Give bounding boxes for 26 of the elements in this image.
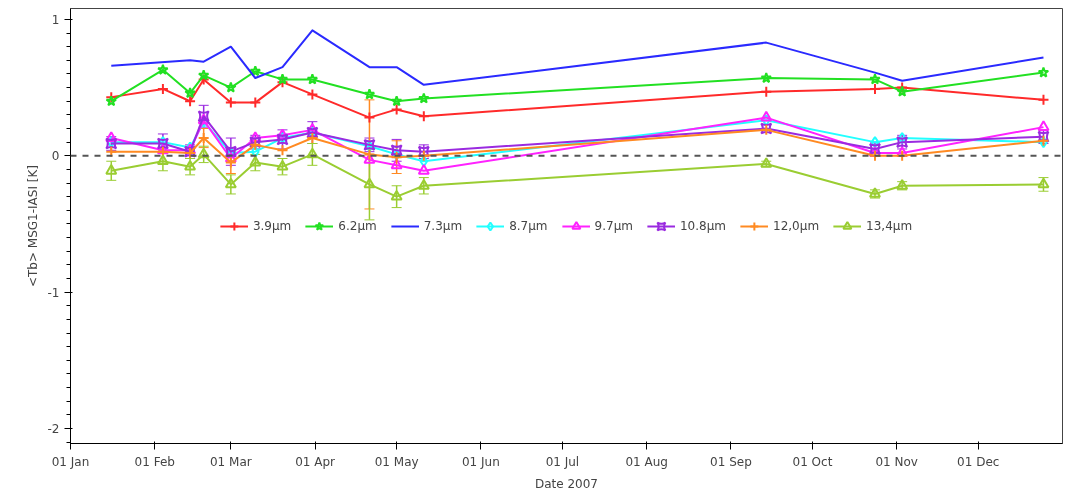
x-tick-label: 01 May (374, 454, 419, 469)
legend-label: 10.8µm (679, 218, 727, 233)
x-tick-label: 01 Dec (957, 454, 1000, 469)
legend-label: 12,0µm (773, 218, 820, 233)
legend-label: 6.2µm (338, 218, 377, 233)
y-axis-title: <Tb> MSG1-IASI [K] (25, 164, 40, 288)
legend-label: 8.7µm (509, 218, 548, 233)
y-tick-label: 0 (51, 149, 60, 164)
x-tick-label: 01 Feb (134, 454, 175, 469)
legend-label: 7.3µm (423, 218, 463, 233)
y-tick-label: -1 (47, 285, 60, 300)
x-tick-label: 01 Oct (792, 454, 833, 469)
x-tick-label: 01 Sep (710, 454, 752, 469)
x-axis-title: Date 2007 (534, 476, 599, 491)
x-tick-label: 01 Mar (209, 454, 252, 469)
x-tick-label: 01 Jan (51, 454, 90, 469)
legend-label: 3.9µm (252, 218, 292, 233)
x-tick-label: 01 Jul (545, 454, 580, 469)
x-tick-label: 01 Nov (875, 454, 918, 469)
y-tick-label: -2 (47, 422, 60, 436)
x-tick-label: 01 Aug (625, 454, 668, 469)
legend-label: 9.7µm (594, 218, 633, 233)
y-tick-label: 1 (51, 12, 60, 27)
x-tick-label: 01 Apr (295, 454, 336, 469)
legend-label: 13,4µm (866, 218, 913, 233)
x-tick-label: 01 Jun (461, 454, 500, 469)
